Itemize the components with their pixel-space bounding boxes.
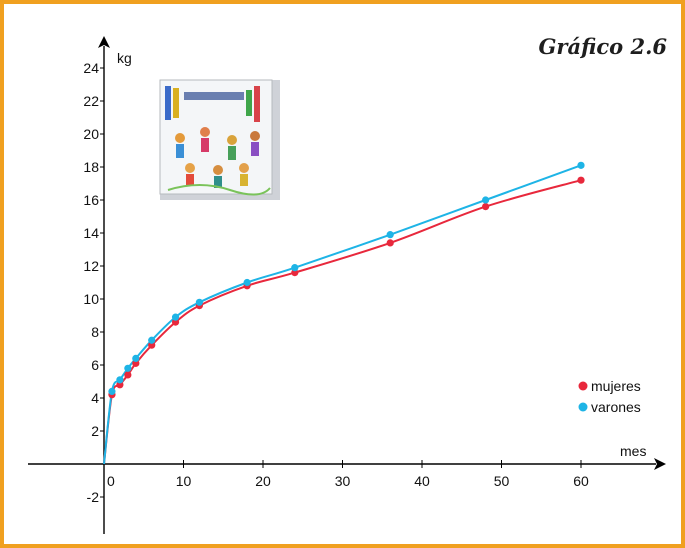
y-axis-arrow: [98, 36, 110, 48]
data-point-varones: [386, 231, 394, 239]
y-tick-label: 2: [91, 423, 99, 439]
data-point-mujeres: [291, 269, 299, 277]
data-point-mujeres: [116, 381, 124, 389]
x-tick-label: 30: [335, 473, 351, 489]
children-drawing-icon: [159, 79, 280, 200]
data-point-mujeres: [482, 203, 490, 211]
x-tick-label: 20: [255, 473, 271, 489]
data-point-mujeres: [124, 371, 132, 379]
data-point-varones: [482, 196, 490, 204]
legend: mujeres varones: [578, 378, 641, 415]
x-tick-label: 60: [573, 473, 589, 489]
data-point-varones: [291, 264, 299, 272]
y-tick-label: 22: [83, 93, 99, 109]
y-tick-label: 16: [83, 192, 99, 208]
y-axis-label: kg: [117, 50, 132, 66]
x-axis-arrow: [654, 458, 666, 470]
data-point-varones: [116, 376, 124, 384]
y-tick-label: 6: [91, 357, 99, 373]
x-axis-label: mes: [620, 443, 646, 459]
data-point-varones: [195, 298, 203, 306]
data-point-varones: [132, 354, 140, 362]
data-point-varones: [171, 313, 180, 321]
legend-label-mujeres: mujeres: [591, 378, 641, 394]
data-point-mujeres: [132, 359, 140, 367]
y-tick-label: 14: [83, 225, 99, 241]
x-tick-label: 0: [107, 473, 115, 489]
data-point-mujeres: [148, 341, 156, 349]
y-tick-label: 20: [83, 126, 99, 142]
data-point-varones: [124, 364, 132, 372]
chart-title: Gráfico 2.6: [538, 34, 667, 59]
y-tick-label: 24: [83, 60, 99, 76]
data-point-varones: [148, 336, 156, 344]
legend-marker-mujeres: [578, 381, 588, 391]
data-point-mujeres: [577, 176, 585, 184]
data-point-varones: [577, 161, 585, 169]
x-tick-label: 10: [176, 473, 192, 489]
x-tick-label: 40: [414, 473, 430, 489]
data-point-mujeres: [171, 318, 180, 326]
legend-marker-varones: [578, 402, 588, 412]
legend-label-varones: varones: [591, 399, 641, 415]
data-point-varones: [108, 387, 116, 395]
y-tick-label: 4: [91, 390, 99, 406]
data-point-mujeres: [386, 239, 394, 247]
x-tick-label: 50: [494, 473, 510, 489]
y-tick-label: 12: [83, 258, 99, 274]
data-point-varones: [243, 278, 251, 287]
y-tick-label: 18: [83, 159, 99, 175]
y-tick-label: 10: [83, 291, 99, 307]
y-tick-label: 8: [91, 324, 99, 340]
y-tick-label: -2: [87, 489, 100, 505]
